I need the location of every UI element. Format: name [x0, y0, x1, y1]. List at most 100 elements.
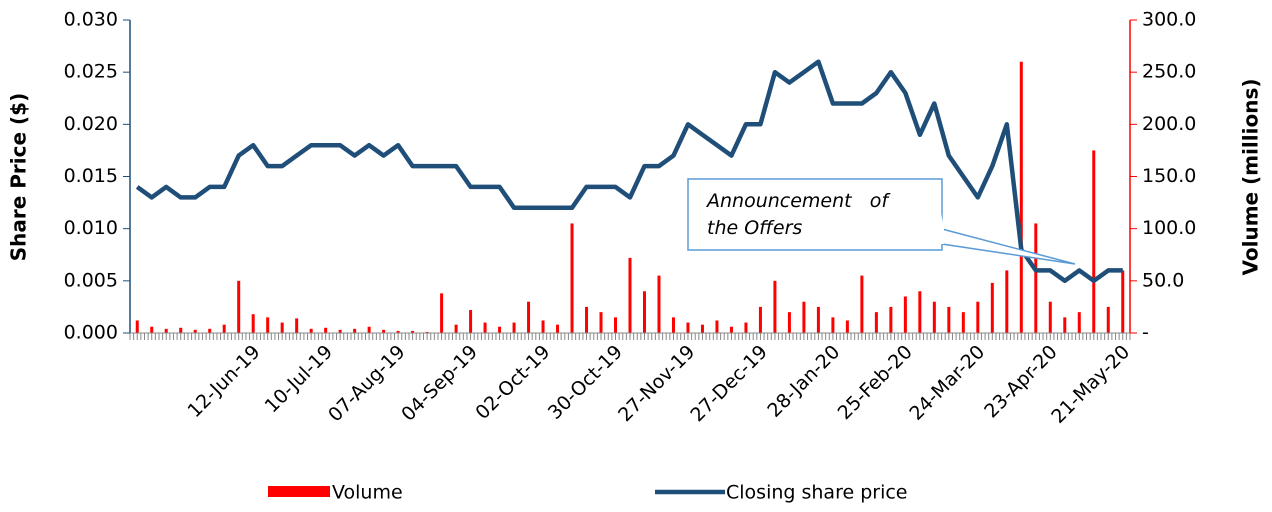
y-tick-label: 0.010 [64, 217, 118, 239]
volume-bar [396, 330, 400, 333]
volume-bar [845, 320, 849, 333]
x-tick-label: 04-Sep-19 [397, 341, 482, 426]
volume-bar [1063, 317, 1067, 333]
volume-bar [628, 257, 632, 333]
x-tick-label: 27-Dec-19 [686, 341, 771, 426]
volume-bar [1121, 270, 1125, 333]
volume-bar [860, 275, 864, 333]
volume-bar [816, 306, 820, 333]
y-tick-label: 0.025 [64, 61, 118, 83]
y-tick-label: 0.015 [64, 165, 118, 187]
volume-bar [947, 306, 951, 333]
y2-tick-label: 150.0 [1142, 165, 1196, 187]
annotation: the Offers [707, 217, 802, 239]
y2-axis-label: Volume (millions) [1239, 78, 1263, 275]
volume-bar [1019, 61, 1023, 333]
volume-bar [295, 318, 299, 333]
volume-bar [715, 320, 719, 333]
x-tick-label: 21-May-20 [1047, 341, 1134, 428]
volume-bar [425, 331, 429, 333]
volume-bar [135, 320, 139, 333]
volume-bar [1077, 312, 1081, 333]
volume-bar [831, 317, 835, 333]
volume-bar [918, 291, 922, 333]
volume-bar [309, 328, 313, 333]
callout-join [941, 213, 944, 244]
volume-bar [411, 330, 415, 333]
y2-tick-label: 300.0 [1142, 9, 1196, 31]
volume-bar [614, 317, 618, 333]
callout-box [687, 178, 943, 251]
volume-bar [671, 317, 675, 333]
volume-bar [367, 326, 371, 333]
volume-bar [512, 322, 516, 333]
volume-bar [483, 322, 487, 333]
volume-bar [657, 275, 661, 333]
legend-label: Closing share price [726, 482, 907, 504]
volume-bar [990, 282, 994, 333]
volume-bar [570, 223, 574, 333]
volume-bar [251, 314, 255, 333]
x-tick-label: 12-Jun-19 [183, 341, 264, 422]
volume-bar [932, 301, 936, 333]
volume-bar [237, 280, 241, 333]
y-tick-label: 0.000 [64, 322, 118, 344]
volume-bar [1005, 270, 1009, 333]
volume-bar [556, 324, 560, 333]
y-axis-label: Share Price ($) [7, 93, 31, 262]
x-tick-label: 27-Nov-19 [614, 341, 699, 426]
y-tick-label: 0.030 [64, 9, 118, 31]
volume-bar [599, 312, 603, 333]
volume-bar [382, 329, 386, 333]
volume-bar [280, 322, 284, 333]
volume-bar [787, 312, 791, 333]
volume-bar [338, 329, 342, 333]
volume-bar [976, 301, 980, 333]
volume-bar [642, 291, 646, 333]
volume-bar [324, 327, 328, 333]
volume-bar [527, 301, 531, 333]
volume-bar [440, 293, 444, 333]
volume-bar [541, 320, 545, 333]
x-tick-label: 10-Jul-19 [261, 341, 337, 417]
volume-bar [874, 312, 878, 333]
y2-tick-label: - [1142, 322, 1149, 344]
x-tick-label: 25-Feb-20 [834, 341, 917, 424]
volume-bar [266, 317, 270, 333]
x-tick-label: 24-Mar-20 [905, 341, 989, 425]
y2-tick-label: 200.0 [1142, 113, 1196, 135]
volume-bar [208, 328, 212, 333]
volume-bar [498, 326, 502, 333]
volume-bar [903, 296, 907, 333]
volume-bar [193, 329, 197, 333]
volume-bar [1092, 150, 1096, 333]
volume-bar [686, 322, 690, 333]
volume-bar [164, 328, 168, 333]
volume-bar [1106, 306, 1110, 333]
volume-bar [585, 306, 589, 333]
volume-bar [179, 327, 183, 333]
y2-tick-label: 250.0 [1142, 61, 1196, 83]
volume-bar [469, 310, 473, 333]
volume-bar [773, 280, 777, 333]
volume-bar [729, 326, 733, 333]
legend-label: Volume [332, 482, 403, 504]
volume-bar [1034, 223, 1038, 333]
volume-bar [700, 324, 704, 333]
y-tick-label: 0.020 [64, 113, 118, 135]
x-tick-label: 02-Oct-19 [471, 341, 554, 424]
x-tick-label: 07-Aug-19 [324, 341, 409, 426]
volume-bar [353, 328, 357, 333]
volume-bar [744, 322, 748, 333]
y2-tick-label: 100.0 [1142, 217, 1196, 239]
y2-tick-label: 50.0 [1142, 269, 1184, 291]
volume-bar [961, 312, 965, 333]
volume-bar [454, 324, 458, 333]
volume-bar [150, 326, 154, 333]
price-line [135, 59, 1123, 284]
volume-bar [1048, 301, 1052, 333]
y-tick-label: 0.005 [64, 269, 118, 291]
annotation: Announcement of [705, 190, 891, 212]
x-tick-label: 28-Jan-20 [763, 341, 844, 422]
